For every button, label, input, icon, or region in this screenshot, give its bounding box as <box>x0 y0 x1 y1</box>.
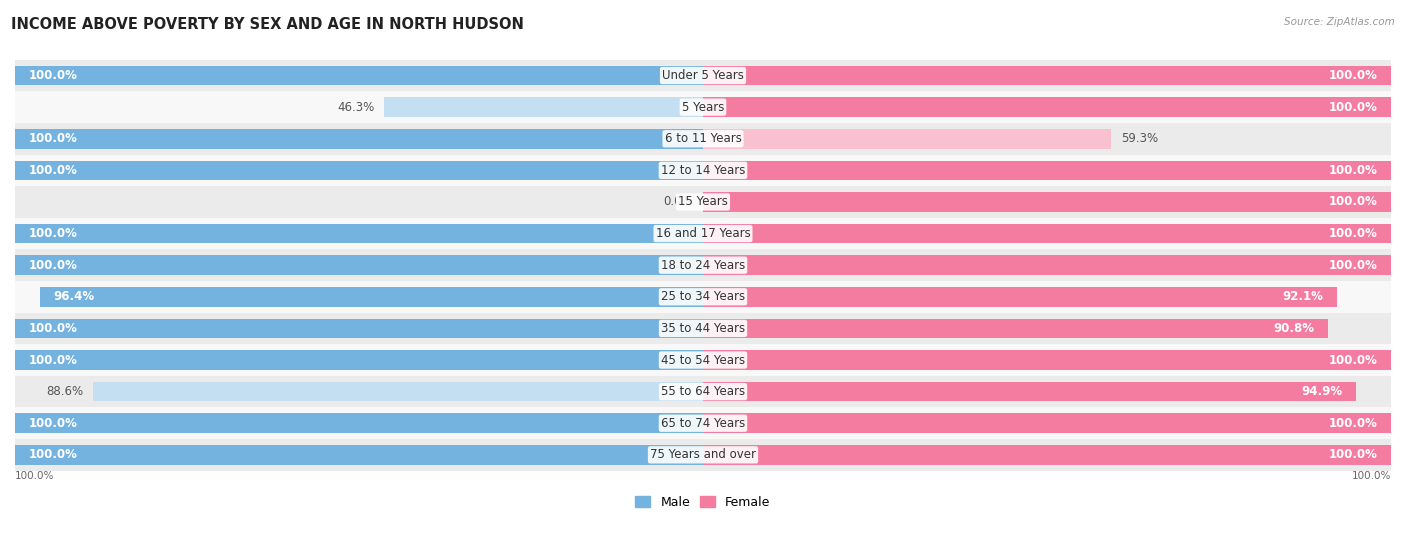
Bar <box>703 445 1391 465</box>
Bar <box>703 287 1337 306</box>
Bar <box>15 154 1391 186</box>
Text: 100.0%: 100.0% <box>28 227 77 240</box>
Text: 100.0%: 100.0% <box>1329 353 1378 367</box>
Text: 16 and 17 Years: 16 and 17 Years <box>655 227 751 240</box>
Text: 100.0%: 100.0% <box>1329 196 1378 209</box>
Bar <box>15 224 703 243</box>
Text: 100.0%: 100.0% <box>1329 416 1378 430</box>
Text: 65 to 74 Years: 65 to 74 Years <box>661 416 745 430</box>
Bar <box>703 382 1355 401</box>
Bar <box>384 97 703 117</box>
Bar <box>703 414 1391 433</box>
Bar <box>703 97 1391 117</box>
Bar <box>15 281 1391 312</box>
Text: INCOME ABOVE POVERTY BY SEX AND AGE IN NORTH HUDSON: INCOME ABOVE POVERTY BY SEX AND AGE IN N… <box>11 17 524 32</box>
Text: 100.0%: 100.0% <box>15 471 55 481</box>
Bar <box>703 224 1391 243</box>
Text: 15 Years: 15 Years <box>678 196 728 209</box>
Text: 59.3%: 59.3% <box>1122 132 1159 145</box>
Bar <box>15 218 1391 249</box>
Bar <box>703 319 1327 338</box>
Bar <box>703 129 1111 149</box>
Bar <box>15 160 703 180</box>
Text: 55 to 64 Years: 55 to 64 Years <box>661 385 745 398</box>
Bar <box>703 66 1391 86</box>
Text: 46.3%: 46.3% <box>337 101 374 113</box>
Text: 100.0%: 100.0% <box>28 132 77 145</box>
Bar <box>15 255 703 275</box>
Bar <box>15 123 1391 154</box>
Text: Source: ZipAtlas.com: Source: ZipAtlas.com <box>1284 17 1395 27</box>
Text: 94.9%: 94.9% <box>1301 385 1343 398</box>
Bar <box>703 255 1391 275</box>
Bar <box>703 350 1391 370</box>
Text: 100.0%: 100.0% <box>28 353 77 367</box>
Text: 100.0%: 100.0% <box>28 259 77 272</box>
Text: 100.0%: 100.0% <box>1329 448 1378 461</box>
Bar <box>15 344 1391 376</box>
Text: 100.0%: 100.0% <box>1329 69 1378 82</box>
Text: 12 to 14 Years: 12 to 14 Years <box>661 164 745 177</box>
Bar <box>15 445 703 465</box>
Text: 5 Years: 5 Years <box>682 101 724 113</box>
Text: 100.0%: 100.0% <box>1329 259 1378 272</box>
Text: 90.8%: 90.8% <box>1272 322 1315 335</box>
Bar <box>15 319 703 338</box>
Bar <box>15 129 703 149</box>
Bar <box>703 160 1391 180</box>
Bar <box>15 186 1391 218</box>
Text: 88.6%: 88.6% <box>46 385 83 398</box>
Text: 18 to 24 Years: 18 to 24 Years <box>661 259 745 272</box>
Text: 96.4%: 96.4% <box>53 290 94 304</box>
Bar <box>15 60 1391 91</box>
Text: 100.0%: 100.0% <box>28 164 77 177</box>
Bar <box>15 249 1391 281</box>
Text: 25 to 34 Years: 25 to 34 Years <box>661 290 745 304</box>
Bar <box>15 376 1391 408</box>
Bar <box>15 350 703 370</box>
Bar <box>15 408 1391 439</box>
Bar <box>39 287 703 306</box>
Text: 100.0%: 100.0% <box>1329 227 1378 240</box>
Bar <box>15 414 703 433</box>
Text: 100.0%: 100.0% <box>28 448 77 461</box>
Text: 35 to 44 Years: 35 to 44 Years <box>661 322 745 335</box>
Legend: Male, Female: Male, Female <box>630 491 776 514</box>
Text: 100.0%: 100.0% <box>28 69 77 82</box>
Text: 100.0%: 100.0% <box>28 416 77 430</box>
Bar <box>15 91 1391 123</box>
Text: 100.0%: 100.0% <box>1329 101 1378 113</box>
Text: 92.1%: 92.1% <box>1282 290 1323 304</box>
Text: 100.0%: 100.0% <box>1351 471 1391 481</box>
Text: 45 to 54 Years: 45 to 54 Years <box>661 353 745 367</box>
Text: 100.0%: 100.0% <box>1329 164 1378 177</box>
Bar <box>15 66 703 86</box>
Bar <box>15 312 1391 344</box>
Text: 75 Years and over: 75 Years and over <box>650 448 756 461</box>
Text: Under 5 Years: Under 5 Years <box>662 69 744 82</box>
Text: 6 to 11 Years: 6 to 11 Years <box>665 132 741 145</box>
Bar <box>703 192 1391 212</box>
Text: 100.0%: 100.0% <box>28 322 77 335</box>
Bar <box>15 439 1391 471</box>
Bar <box>93 382 703 401</box>
Text: 0.0%: 0.0% <box>664 196 693 209</box>
